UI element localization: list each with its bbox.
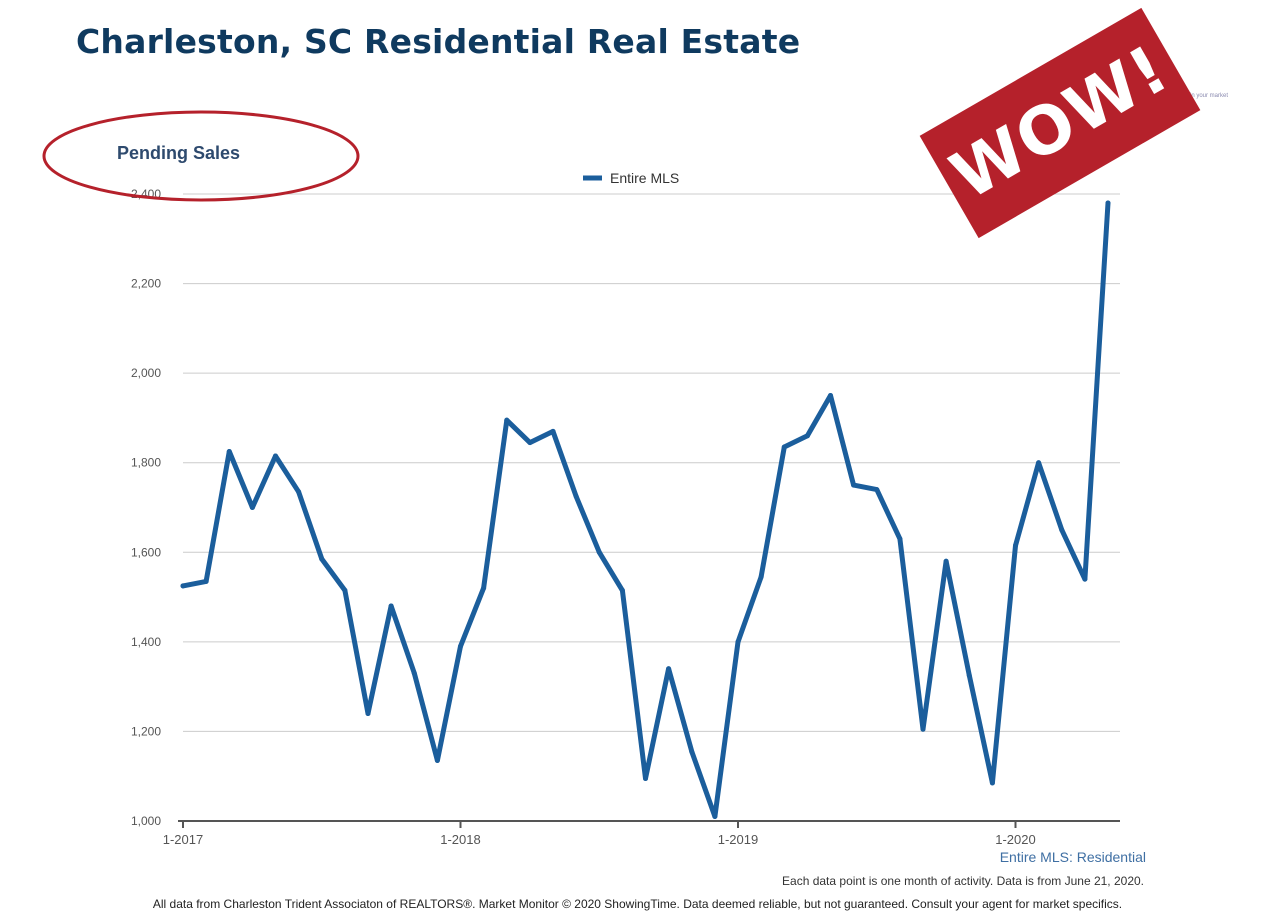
data-point <box>596 549 602 555</box>
clipped-text: in your market <box>1190 93 1229 99</box>
data-point <box>1059 527 1065 533</box>
highlight-circle <box>42 110 360 202</box>
legend: Entire MLS <box>583 170 679 186</box>
data-point <box>365 711 371 717</box>
data-point <box>226 449 232 455</box>
x-tick-label: 1-2020 <box>995 832 1035 847</box>
data-point <box>712 814 718 820</box>
data-point <box>851 482 857 488</box>
data-point <box>966 672 972 678</box>
x-axis-ticks: 1-2017 1-2018 1-2019 1-2020 <box>163 821 1036 847</box>
data-point <box>619 587 625 593</box>
page-title: Charleston, SC Residential Real Estate <box>76 22 801 61</box>
series-line-entire-mls <box>180 200 1111 819</box>
y-tick-label: 2,000 <box>131 366 161 380</box>
data-point <box>458 643 463 649</box>
data-point <box>1105 200 1111 206</box>
data-point <box>828 393 833 399</box>
data-point <box>874 487 880 493</box>
data-point <box>758 574 764 580</box>
legend-label: Entire MLS <box>610 170 679 186</box>
data-point <box>804 433 810 439</box>
data-point <box>180 583 186 589</box>
chart-title: Pending Sales <box>117 143 240 163</box>
data-point <box>989 780 995 786</box>
grid-lines <box>183 193 1120 732</box>
data-point <box>411 670 417 676</box>
data-point <box>897 536 903 542</box>
data-point <box>504 417 510 423</box>
data-point <box>550 428 556 434</box>
data-point <box>1036 460 1042 466</box>
x-tick-label: 1-2018 <box>440 832 480 847</box>
data-point <box>920 726 926 732</box>
data-point <box>342 587 348 593</box>
data-point <box>1082 576 1088 582</box>
y-tick-label: 1,800 <box>131 456 161 470</box>
data-point <box>388 603 394 609</box>
x-tick-label: 1-2017 <box>163 832 203 847</box>
data-point <box>527 440 533 446</box>
y-tick-label: 1,000 <box>131 814 161 828</box>
data-point <box>735 639 741 645</box>
data-point <box>643 775 648 781</box>
x-tick-label: 1-2019 <box>718 832 758 847</box>
y-tick-label: 2,200 <box>131 277 161 291</box>
data-point <box>296 489 302 495</box>
footer-disclaimer: All data from Charleston Trident Associa… <box>152 897 1123 911</box>
y-tick-label: 1,400 <box>131 635 161 649</box>
data-point <box>203 578 209 584</box>
data-point <box>249 505 255 510</box>
data-point <box>781 444 787 450</box>
data-point <box>943 558 949 564</box>
data-point <box>666 666 672 672</box>
data-point <box>434 758 440 764</box>
data-point <box>573 493 579 499</box>
data-point <box>481 585 487 591</box>
data-point <box>273 453 278 459</box>
series-caption: Entire MLS: Residential <box>999 849 1146 865</box>
y-tick-label: 1,200 <box>131 724 161 738</box>
data-point <box>689 749 695 755</box>
data-point <box>319 556 325 562</box>
data-note: Each data point is one month of activity… <box>782 874 1144 888</box>
data-point <box>1013 543 1018 549</box>
data-points <box>180 200 1111 820</box>
y-tick-label: 1,600 <box>131 545 161 559</box>
